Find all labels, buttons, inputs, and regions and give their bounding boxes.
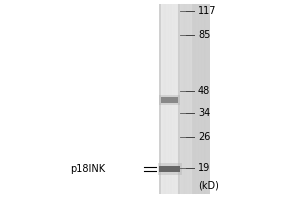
Bar [160, 4, 178, 194]
Text: 26: 26 [198, 132, 210, 142]
Text: 34: 34 [198, 108, 210, 118]
Bar [180, 4, 192, 194]
Bar [159, 4, 210, 194]
Text: 48: 48 [198, 86, 210, 96]
Text: p18INK: p18INK [70, 164, 106, 174]
Text: 85: 85 [198, 30, 210, 40]
Text: 19: 19 [198, 163, 210, 173]
Text: (kD): (kD) [198, 180, 219, 190]
Bar [160, 97, 178, 103]
Bar [159, 95, 180, 105]
Bar [158, 163, 182, 175]
Bar [159, 166, 180, 172]
Text: 117: 117 [198, 6, 217, 16]
